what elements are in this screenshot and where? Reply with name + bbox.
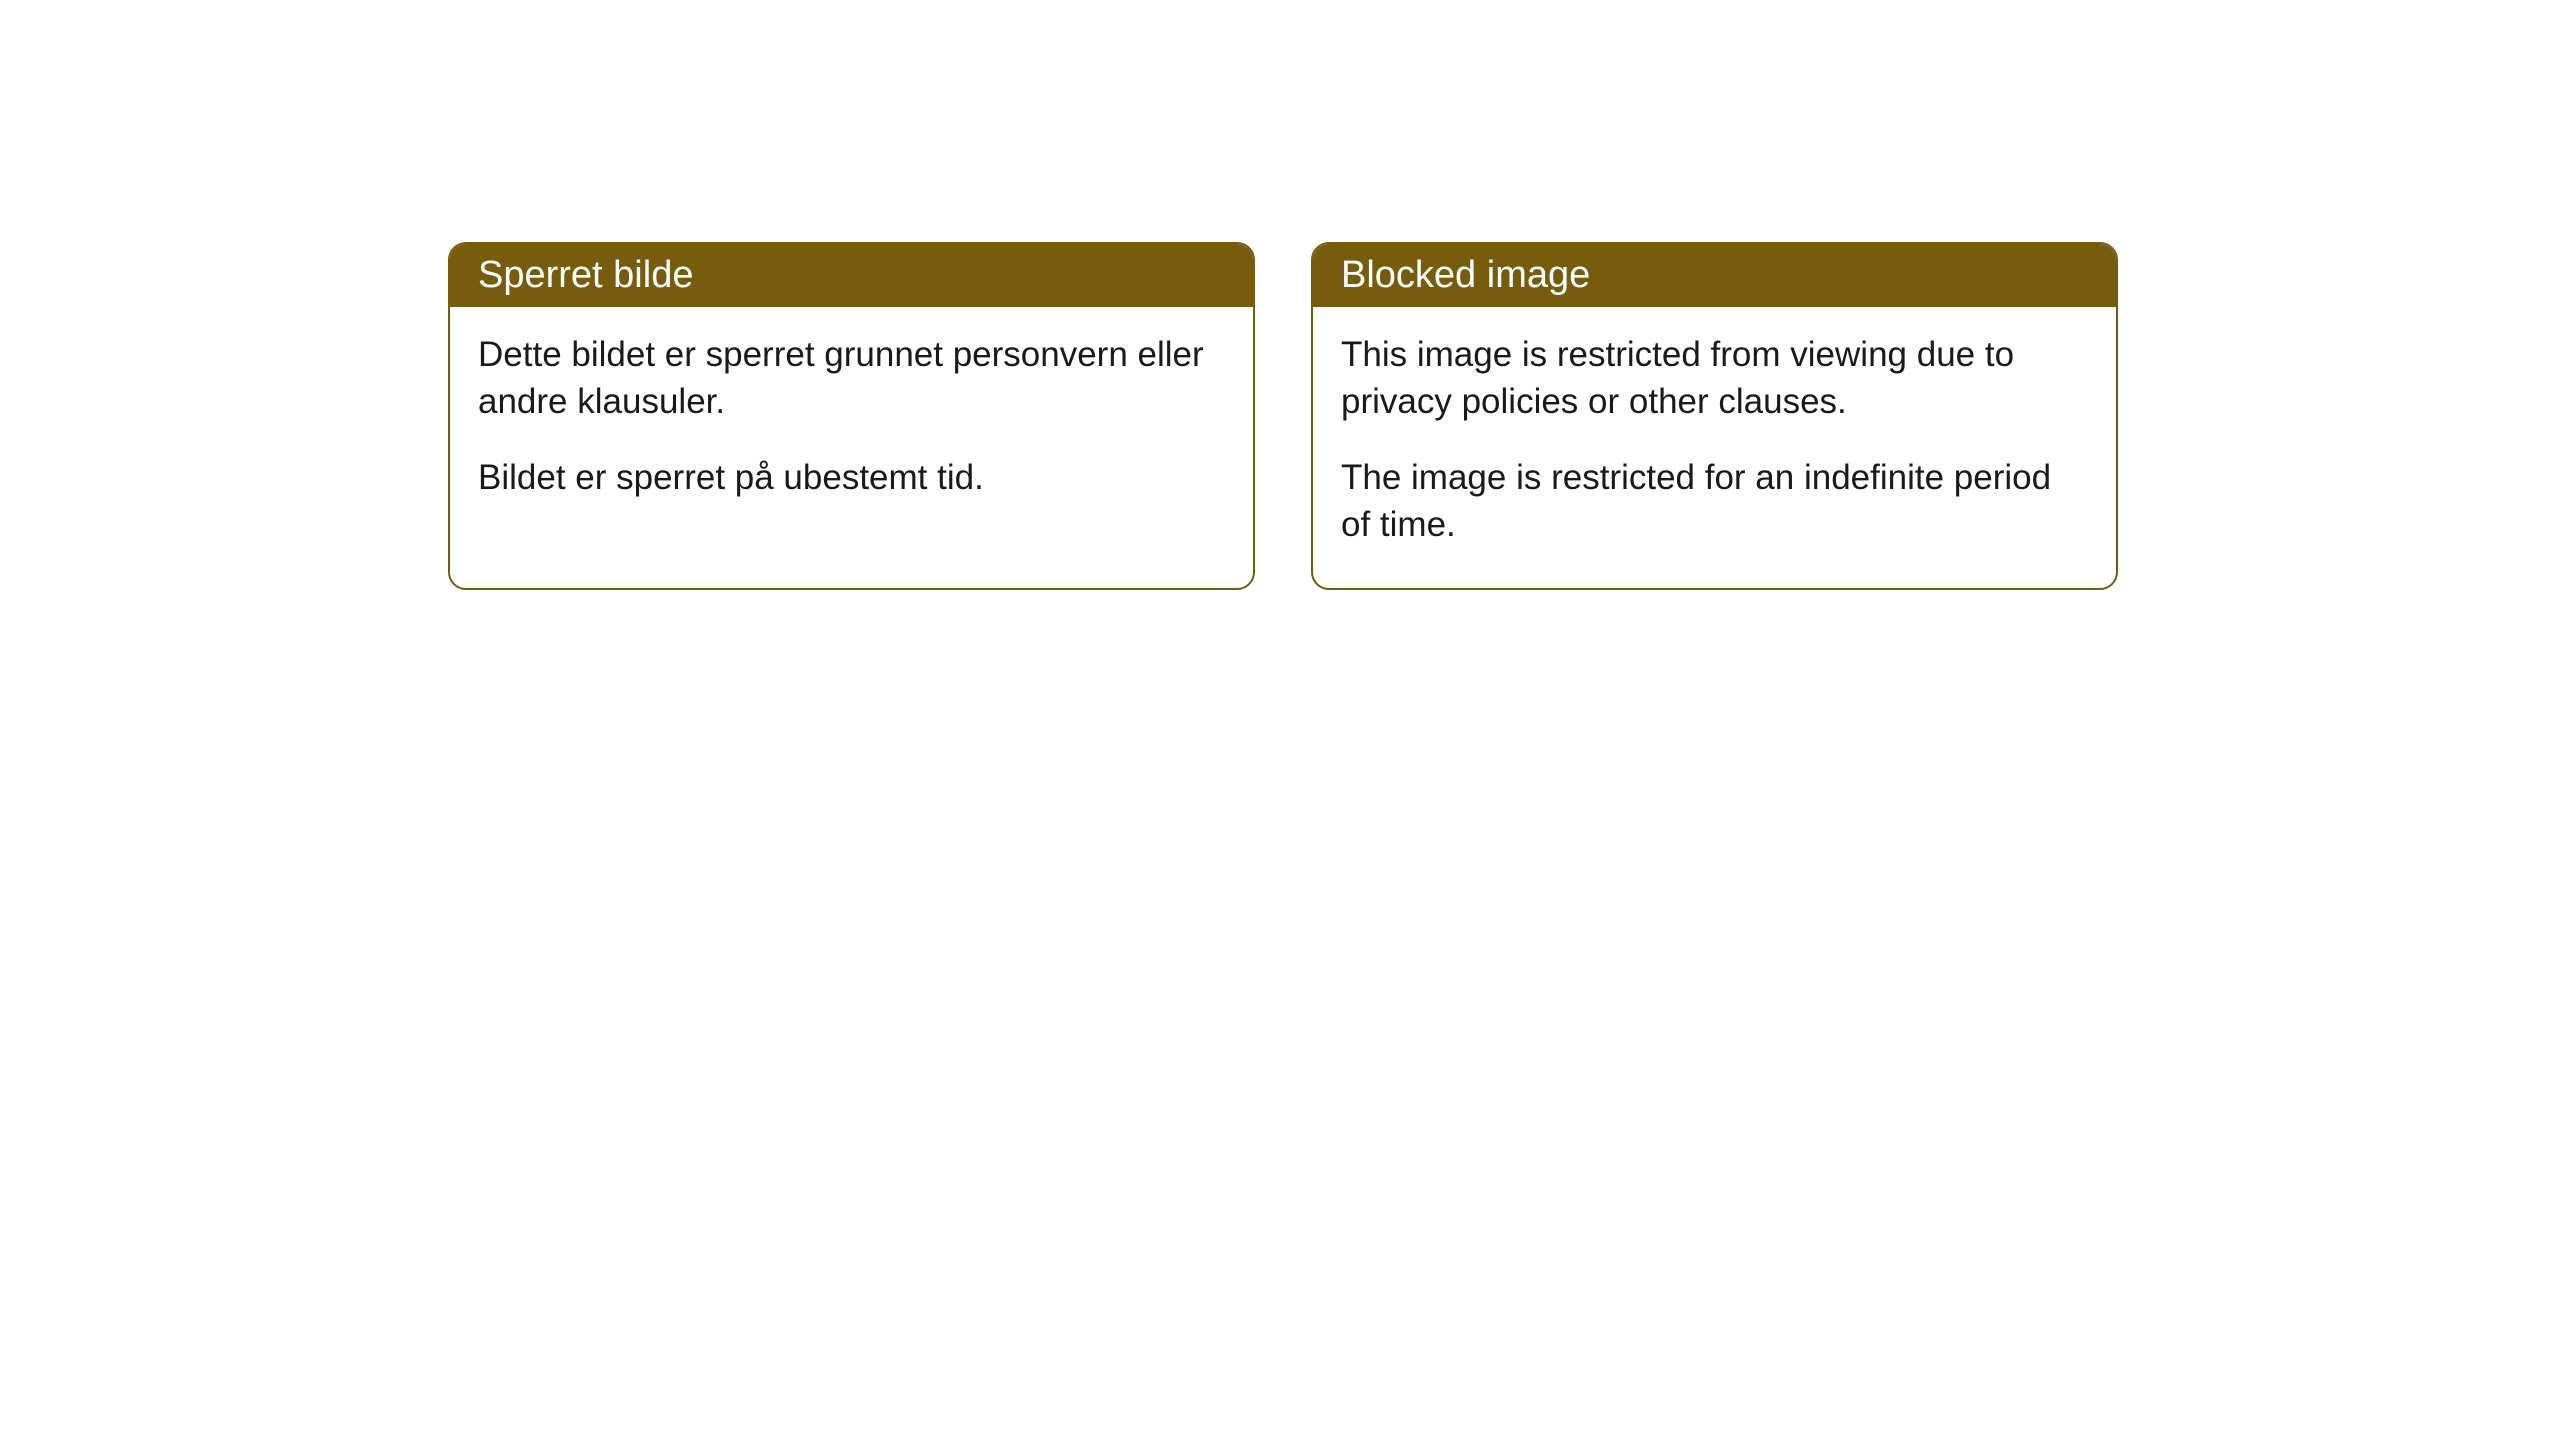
card-paragraph: The image is restricted for an indefinit…	[1341, 454, 2088, 549]
card-body: Dette bildet er sperret grunnet personve…	[450, 307, 1253, 541]
card-paragraph: Bildet er sperret på ubestemt tid.	[478, 454, 1225, 501]
blocked-image-card-english: Blocked image This image is restricted f…	[1311, 242, 2118, 590]
card-paragraph: Dette bildet er sperret grunnet personve…	[478, 331, 1225, 426]
blocked-image-card-norwegian: Sperret bilde Dette bildet er sperret gr…	[448, 242, 1255, 590]
card-paragraph: This image is restricted from viewing du…	[1341, 331, 2088, 426]
card-body: This image is restricted from viewing du…	[1313, 307, 2116, 588]
cards-container: Sperret bilde Dette bildet er sperret gr…	[448, 242, 2118, 590]
card-title: Sperret bilde	[478, 254, 693, 296]
card-header: Sperret bilde	[450, 244, 1253, 307]
card-title: Blocked image	[1341, 254, 1590, 296]
card-header: Blocked image	[1313, 244, 2116, 307]
